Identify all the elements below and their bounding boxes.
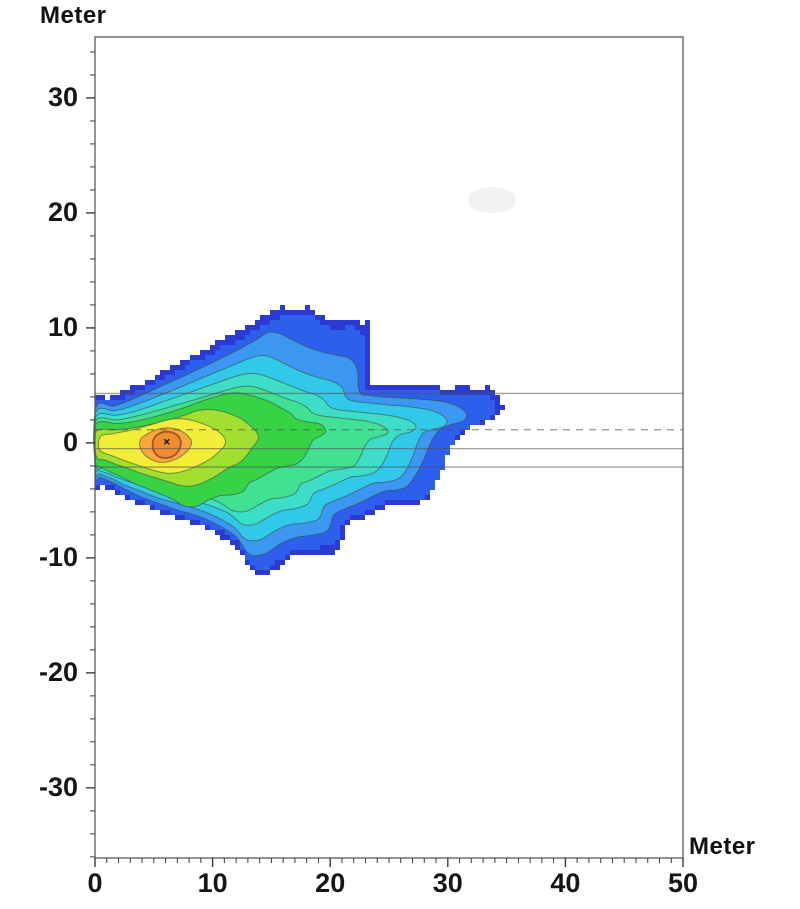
x-tick-label: 10 [198,868,228,898]
y-tick-label: -10 [39,542,78,572]
y-tick-label: 10 [48,312,78,342]
contour-band-orange-core [151,430,182,459]
x-tick-label: 0 [87,868,102,898]
y-tick-label: 20 [48,197,78,227]
y-tick-label: 0 [63,427,78,457]
x-axis-title: Meter [689,833,756,860]
x-tick-label: 30 [433,868,463,898]
x-tick-label: 50 [668,868,698,898]
y-axis-title: Meter [40,2,107,29]
y-tick-label: -20 [39,657,78,687]
y-tick-label: -30 [39,772,78,802]
x-tick-label: 20 [315,868,345,898]
x-tick-label: 40 [550,868,580,898]
artifact-smudge [468,187,516,213]
y-tick-label: 30 [48,82,78,112]
source-marker-x [163,438,170,445]
